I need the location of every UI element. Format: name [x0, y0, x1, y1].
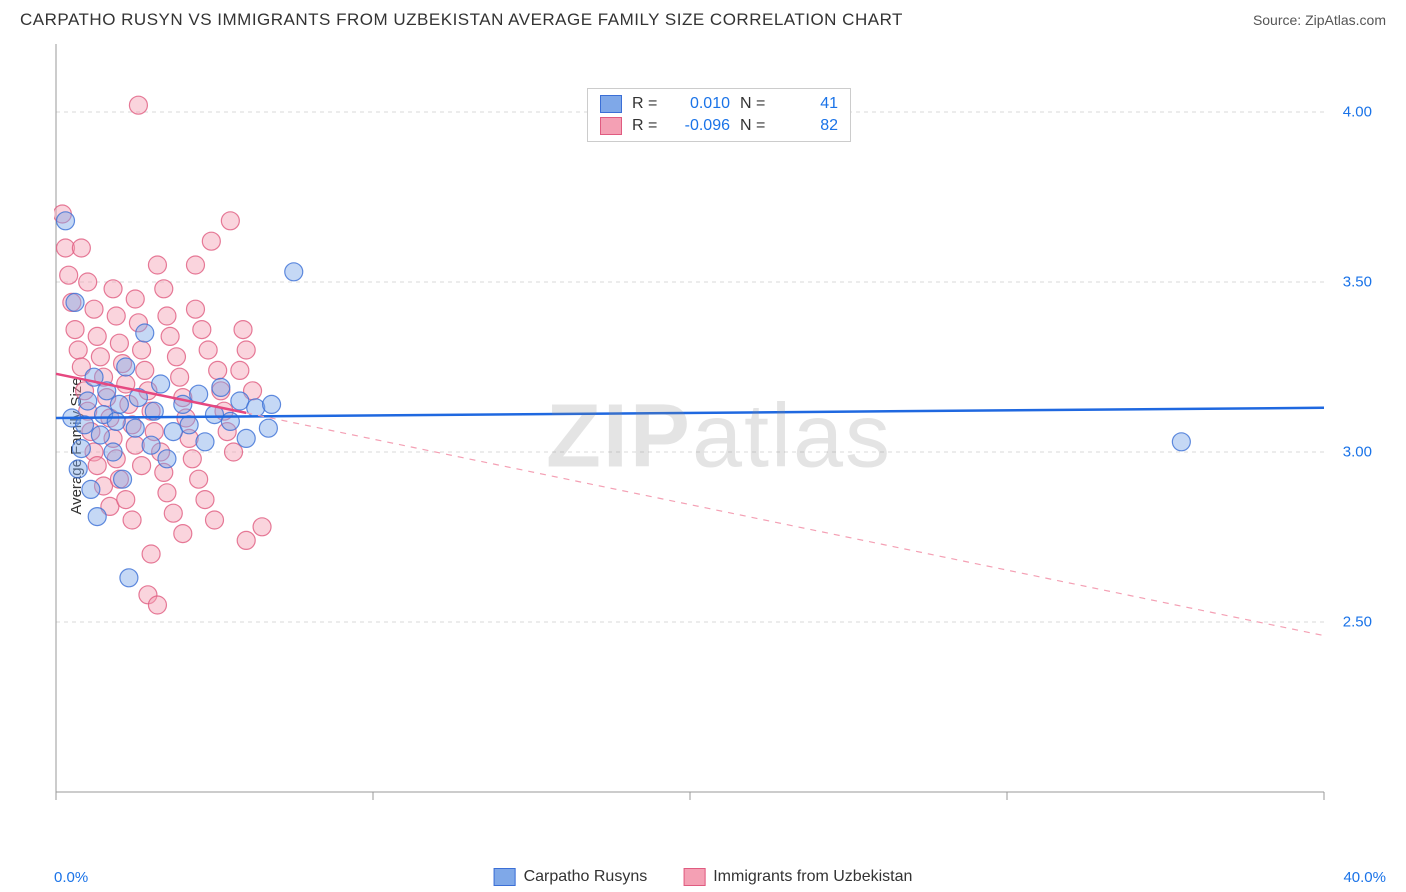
chart-title: CARPATHO RUSYN VS IMMIGRANTS FROM UZBEKI…	[20, 10, 903, 30]
legend-item-2: Immigrants from Uzbekistan	[683, 868, 912, 886]
legend-label-1: Carpatho Rusyns	[524, 868, 648, 886]
swatch-series1	[600, 95, 622, 113]
r-value-1: 0.010	[670, 95, 730, 113]
y-tick-label: 3.50	[1343, 274, 1372, 291]
legend-stats-row-1: R = 0.010 N = 41	[600, 93, 838, 115]
source-label: Source: ZipAtlas.com	[1253, 12, 1386, 28]
scatter-chart-svg	[54, 42, 1384, 832]
legend-bottom: Carpatho Rusyns Immigrants from Uzbekist…	[494, 868, 913, 886]
n-value-1: 41	[778, 95, 838, 113]
legend-stats-box: R = 0.010 N = 41 R = -0.096 N = 82	[587, 88, 851, 142]
x-axis-min-label: 0.0%	[54, 869, 88, 886]
n-label-2: N =	[740, 117, 768, 135]
r-label-1: R =	[632, 95, 660, 113]
r-value-2: -0.096	[670, 117, 730, 135]
y-tick-label: 2.50	[1343, 614, 1372, 631]
swatch-bottom-series1	[494, 868, 516, 886]
title-bar: CARPATHO RUSYN VS IMMIGRANTS FROM UZBEKI…	[0, 0, 1406, 36]
legend-item-1: Carpatho Rusyns	[494, 868, 648, 886]
legend-stats-row-2: R = -0.096 N = 82	[600, 115, 838, 137]
n-value-2: 82	[778, 117, 838, 135]
legend-label-2: Immigrants from Uzbekistan	[713, 868, 912, 886]
y-tick-label: 3.00	[1343, 444, 1372, 461]
n-label-1: N =	[740, 95, 768, 113]
x-axis-max-label: 40.0%	[1343, 869, 1386, 886]
y-tick-label: 4.00	[1343, 104, 1372, 121]
chart-area: ZIPatlas R = 0.010 N = 41 R = -0.096 N =…	[54, 42, 1384, 832]
swatch-series2	[600, 117, 622, 135]
swatch-bottom-series2	[683, 868, 705, 886]
r-label-2: R =	[632, 117, 660, 135]
